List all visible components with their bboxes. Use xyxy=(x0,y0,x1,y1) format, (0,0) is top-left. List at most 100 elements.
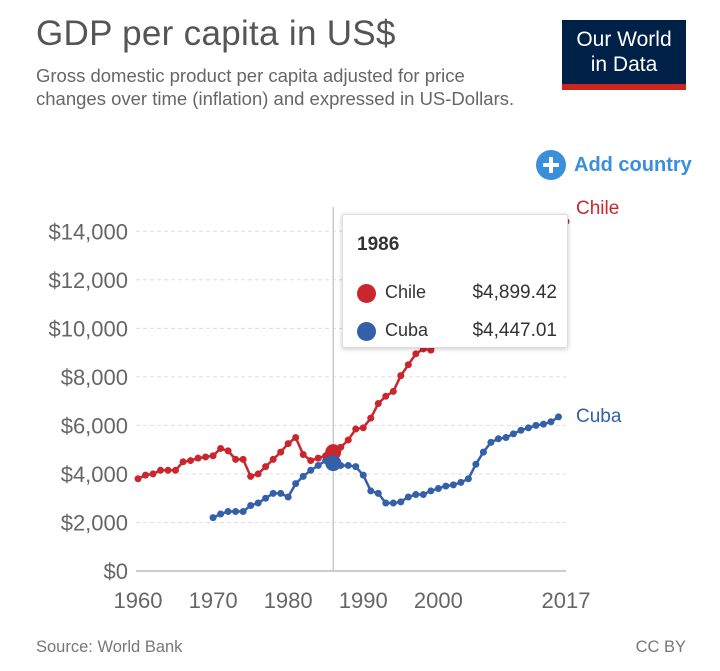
data-point xyxy=(314,461,322,469)
y-tick-label: $0 xyxy=(104,559,128,584)
data-point xyxy=(232,508,240,516)
data-point xyxy=(337,443,345,451)
data-point xyxy=(254,470,262,478)
data-point xyxy=(269,455,277,463)
x-tick-label: 1990 xyxy=(339,588,388,613)
data-point xyxy=(172,466,180,474)
data-point xyxy=(427,346,435,354)
data-point xyxy=(472,460,480,468)
y-tick-label: $10,000 xyxy=(48,316,128,341)
data-point xyxy=(419,491,427,499)
data-point xyxy=(307,466,315,474)
chart-subtitle: Gross domestic product per capita adjust… xyxy=(36,65,515,109)
tooltip-series-name: Chile xyxy=(385,282,427,302)
data-point xyxy=(344,461,352,469)
data-point xyxy=(262,463,270,471)
data-point xyxy=(157,466,165,474)
source-note[interactable]: Source: World Bank xyxy=(36,638,183,656)
data-point xyxy=(412,491,420,499)
data-point xyxy=(389,499,397,507)
data-point xyxy=(179,458,187,466)
tooltip-series-value: $4,447.01 xyxy=(472,320,557,341)
data-point xyxy=(239,508,247,516)
x-tick-label: 1970 xyxy=(189,588,238,613)
y-tick-label: $6,000 xyxy=(61,413,128,438)
data-point xyxy=(434,484,442,492)
hover-tooltip: 1986 Chile $4,899.42 Cuba $4,447.01 xyxy=(342,214,568,348)
data-point xyxy=(367,414,375,422)
data-point xyxy=(149,470,157,478)
data-point xyxy=(187,457,195,465)
data-point xyxy=(247,472,255,480)
data-point xyxy=(517,426,525,434)
data-point xyxy=(487,438,495,446)
data-point xyxy=(277,489,285,497)
tooltip-series-name: Cuba xyxy=(385,320,429,340)
cuba-dot-icon xyxy=(357,322,376,341)
data-point xyxy=(412,350,420,358)
data-point xyxy=(374,489,382,497)
data-point xyxy=(224,508,232,516)
data-point xyxy=(532,421,540,429)
chart-title: GDP per capita in US$ xyxy=(36,14,396,53)
series-label-cuba: Cuba xyxy=(576,406,622,427)
y-tick-label: $14,000 xyxy=(48,219,128,244)
license-note[interactable]: CC BY xyxy=(635,638,686,656)
x-tick-label: 1980 xyxy=(264,588,313,613)
data-point xyxy=(397,498,405,506)
tooltip-row-chile: Chile $4,899.42 xyxy=(357,282,557,306)
data-point xyxy=(479,448,487,456)
data-point xyxy=(509,430,517,438)
data-point xyxy=(404,493,412,501)
data-point xyxy=(284,440,292,448)
data-point xyxy=(547,418,555,426)
data-point xyxy=(442,482,450,490)
data-point xyxy=(307,457,315,465)
data-point xyxy=(524,424,532,432)
data-point xyxy=(404,361,412,369)
data-point xyxy=(359,471,367,479)
data-point xyxy=(284,493,292,501)
data-point xyxy=(209,452,217,460)
tooltip-series-value: $4,899.42 xyxy=(472,282,557,303)
data-point xyxy=(314,454,322,462)
data-point xyxy=(325,444,342,461)
data-point xyxy=(299,472,307,480)
data-point xyxy=(224,447,232,455)
y-tick-label: $4,000 xyxy=(61,462,128,487)
series-label-chile: Chile xyxy=(576,198,619,219)
data-point xyxy=(539,420,547,428)
data-point xyxy=(254,499,262,507)
data-point xyxy=(427,487,435,495)
chile-dot-icon xyxy=(357,284,376,303)
data-point xyxy=(202,453,210,461)
tooltip-row-cuba: Cuba $4,447.01 xyxy=(357,320,557,344)
x-tick-label: 2017 xyxy=(542,588,591,613)
data-point xyxy=(269,489,277,497)
data-point xyxy=(352,425,360,433)
data-point xyxy=(367,487,375,495)
data-point xyxy=(457,478,465,486)
y-tick-label: $2,000 xyxy=(61,510,128,535)
data-point xyxy=(292,480,300,488)
plus-circle-icon xyxy=(536,150,566,180)
x-tick-label: 2000 xyxy=(414,588,463,613)
data-point xyxy=(277,448,285,456)
data-point xyxy=(247,501,255,509)
data-point xyxy=(299,451,307,459)
data-point xyxy=(217,444,225,452)
data-point xyxy=(325,455,342,472)
data-point xyxy=(217,510,225,518)
data-point xyxy=(232,455,240,463)
owid-logo[interactable]: Our World in Data xyxy=(562,20,686,90)
data-point xyxy=(359,424,367,432)
data-point xyxy=(502,434,510,442)
data-point xyxy=(382,392,390,400)
data-point xyxy=(494,435,502,443)
add-country-button[interactable]: Add country xyxy=(536,150,692,180)
data-point xyxy=(397,372,405,380)
data-point xyxy=(337,461,345,469)
logo-line-1: Our World xyxy=(576,28,672,51)
add-country-label: Add country xyxy=(574,153,692,176)
data-point xyxy=(554,413,562,421)
